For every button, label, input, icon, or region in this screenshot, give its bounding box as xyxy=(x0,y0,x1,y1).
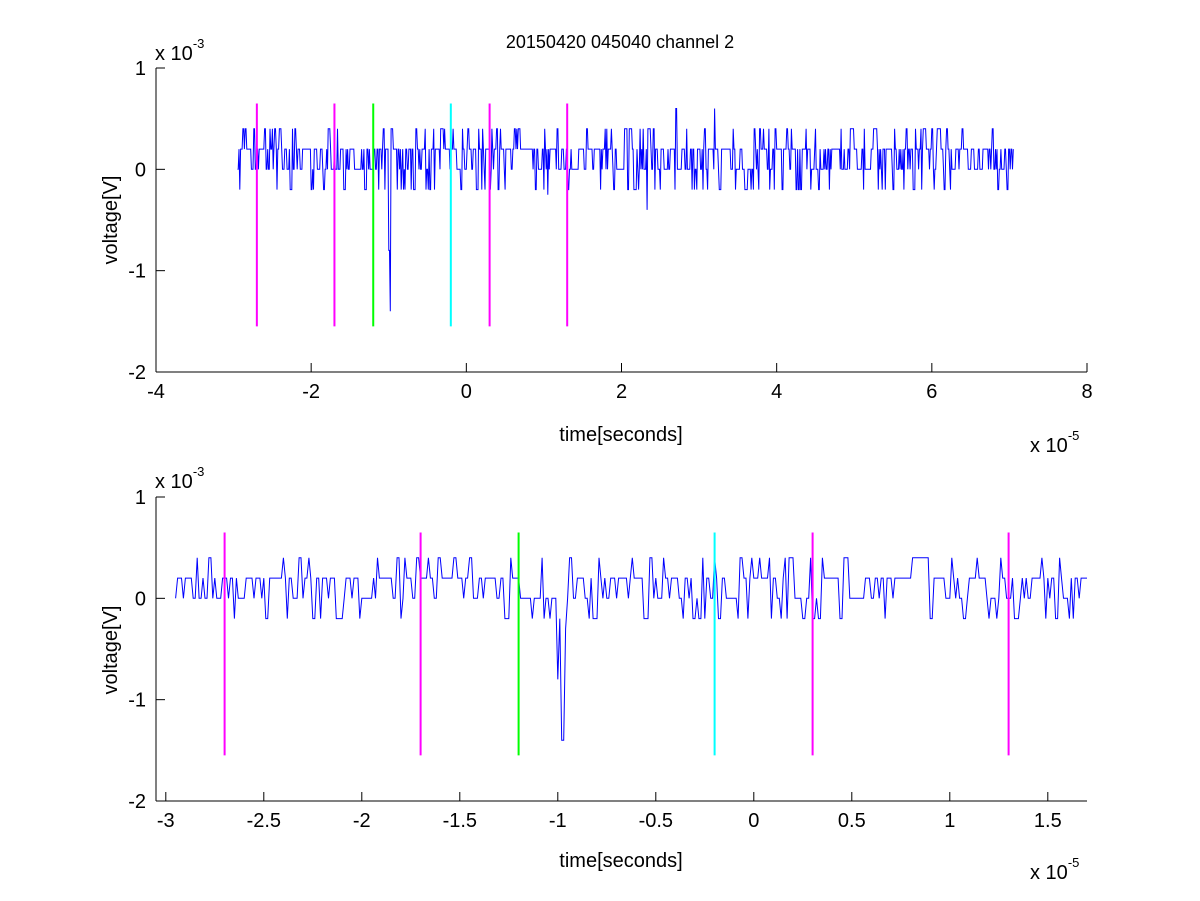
y-axis-label-bottom: voltage[V] xyxy=(100,606,122,695)
x-tick-label: -1 xyxy=(549,810,567,832)
x-tick-label: 4 xyxy=(771,381,782,403)
x-tick-label: 6 xyxy=(926,381,937,403)
x-tick-label: -4 xyxy=(147,381,165,403)
y-tick-label: -2 xyxy=(128,791,146,813)
x-tick-label: -2.5 xyxy=(247,810,281,832)
series-layer-bottom xyxy=(175,557,1087,741)
y-tick-label: 0 xyxy=(135,159,146,181)
x-tick-label: 2 xyxy=(616,381,627,403)
ticks-layer-bottom: -3 -2.5 -2 -1.5 -1 -0.5 0 0.5 1 1.5 -2 -1 0 1 xyxy=(128,487,1062,832)
x-exponent-base-bottom: x 10 xyxy=(1030,862,1068,884)
x-exponent-power-top: -5 xyxy=(1068,428,1080,443)
x-exponent-power-bottom: -5 xyxy=(1068,855,1080,870)
y-tick-label: 1 xyxy=(135,487,146,509)
y-exponent-power-bottom: -3 xyxy=(193,464,205,479)
voltage-trace xyxy=(175,557,1087,741)
x-tick-label: 0.5 xyxy=(838,810,866,832)
y-tick-label: -1 xyxy=(128,690,146,712)
marker-layer-bottom xyxy=(223,532,1010,756)
x-axis-label-top: time[seconds] xyxy=(559,424,682,446)
subplot-top: -4 -2 0 2 4 6 8-2-101 time[seconds] voltage[V]… xyxy=(100,36,1093,457)
axes-frame-bottom xyxy=(155,497,1087,802)
subplot-bottom: -3 -2.5 -2 -1.5 -1 -0.5 0 0.5 1 1.5 -2 -1 0 1 time[se… xyxy=(100,464,1087,884)
x-exponent-bottom: x 10-5 xyxy=(1030,855,1079,884)
x-axis-label-bottom: time[seconds] xyxy=(559,850,682,872)
voltage-trace xyxy=(237,108,1014,312)
x-exponent-base-top: x 10 xyxy=(1030,435,1068,457)
x-tick-label: 1.5 xyxy=(1034,810,1062,832)
x-tick-label: 0 xyxy=(461,381,472,403)
y-tick-label: 1 xyxy=(135,58,146,80)
y-exponent-bottom: x 10-3 xyxy=(155,464,204,493)
marker-layer-top xyxy=(255,103,569,327)
y-exponent-base-bottom: x 10 xyxy=(155,471,193,493)
y-exponent-power-top: -3 xyxy=(193,36,205,51)
y-tick-label: -2 xyxy=(128,362,146,384)
y-tick-label: 0 xyxy=(135,588,146,610)
series-layer-top xyxy=(237,108,1014,312)
x-tick-label: 0 xyxy=(748,810,759,832)
y-tick-label: -1 xyxy=(128,261,146,283)
y-exponent-base-top: x 10 xyxy=(155,43,193,65)
figure-title: 20150420 045040 channel 2 xyxy=(506,32,734,52)
x-tick-label: -2 xyxy=(302,381,320,403)
plot-area-bottom xyxy=(156,497,1087,801)
x-tick-label: -2 xyxy=(353,810,371,832)
x-exponent-top: x 10-5 xyxy=(1030,428,1079,457)
x-tick-label: -1.5 xyxy=(443,810,477,832)
x-tick-label: -0.5 xyxy=(639,810,673,832)
ticks-layer-top: -4 -2 0 2 4 6 8-2-101 xyxy=(128,58,1092,403)
x-tick-label: -3 xyxy=(157,810,175,832)
y-axis-label-top: voltage[V] xyxy=(100,176,122,265)
x-tick-label: 1 xyxy=(944,810,955,832)
x-tick-label: 8 xyxy=(1081,381,1092,403)
plot-area-top xyxy=(156,68,1087,372)
y-exponent-top: x 10-3 xyxy=(155,36,204,65)
